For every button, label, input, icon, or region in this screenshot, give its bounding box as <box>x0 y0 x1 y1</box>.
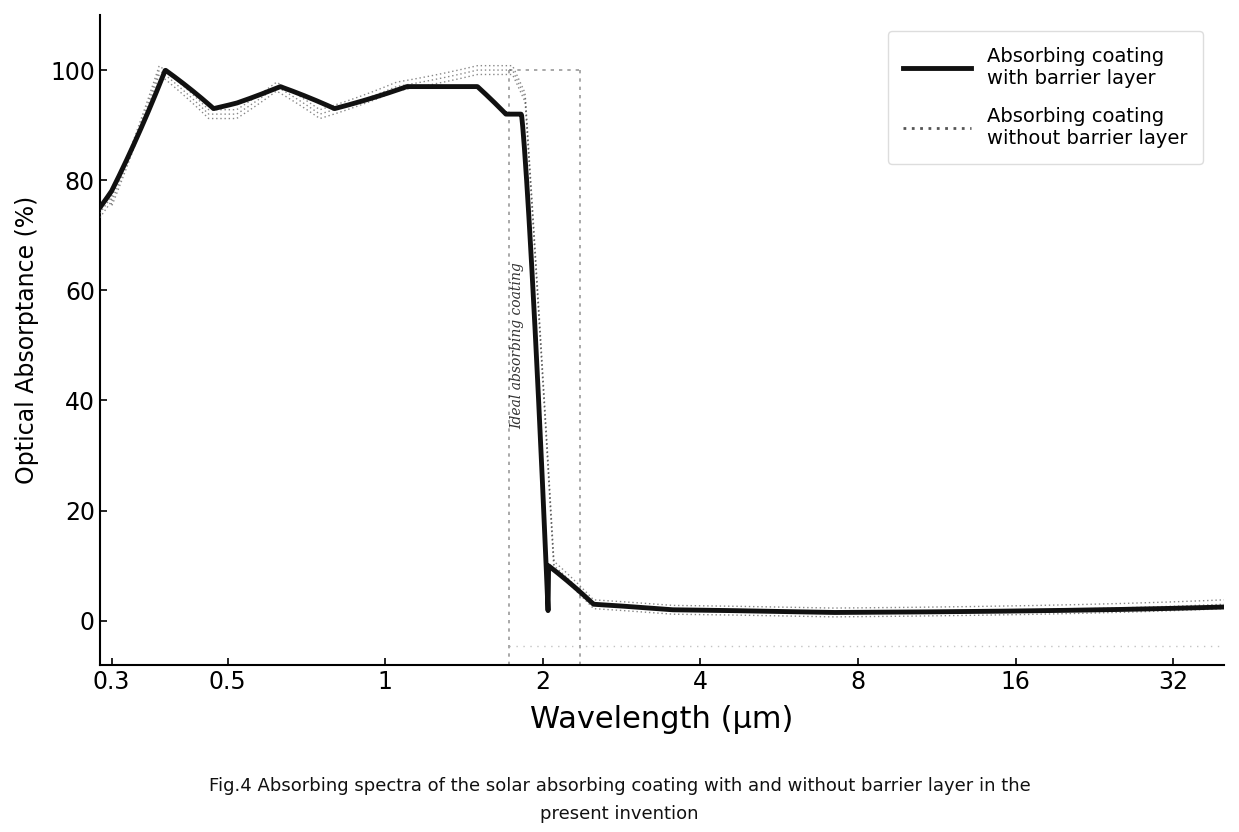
Text: Ideal absorbing coating: Ideal absorbing coating <box>510 262 524 428</box>
Y-axis label: Optical Absorptance (%): Optical Absorptance (%) <box>15 196 38 484</box>
Text: Fig.4 Absorbing spectra of the solar absorbing coating with and without barrier : Fig.4 Absorbing spectra of the solar abs… <box>208 777 1031 795</box>
Legend: Absorbing coating
with barrier layer, Absorbing coating
without barrier layer: Absorbing coating with barrier layer, Ab… <box>888 32 1203 164</box>
X-axis label: Wavelength (μm): Wavelength (μm) <box>530 705 794 734</box>
Text: present invention: present invention <box>540 805 699 823</box>
